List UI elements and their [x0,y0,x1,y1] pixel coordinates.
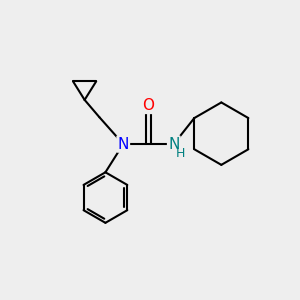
Text: N: N [118,136,129,152]
Text: H: H [176,147,185,160]
Text: O: O [142,98,154,113]
Text: N: N [168,136,179,152]
